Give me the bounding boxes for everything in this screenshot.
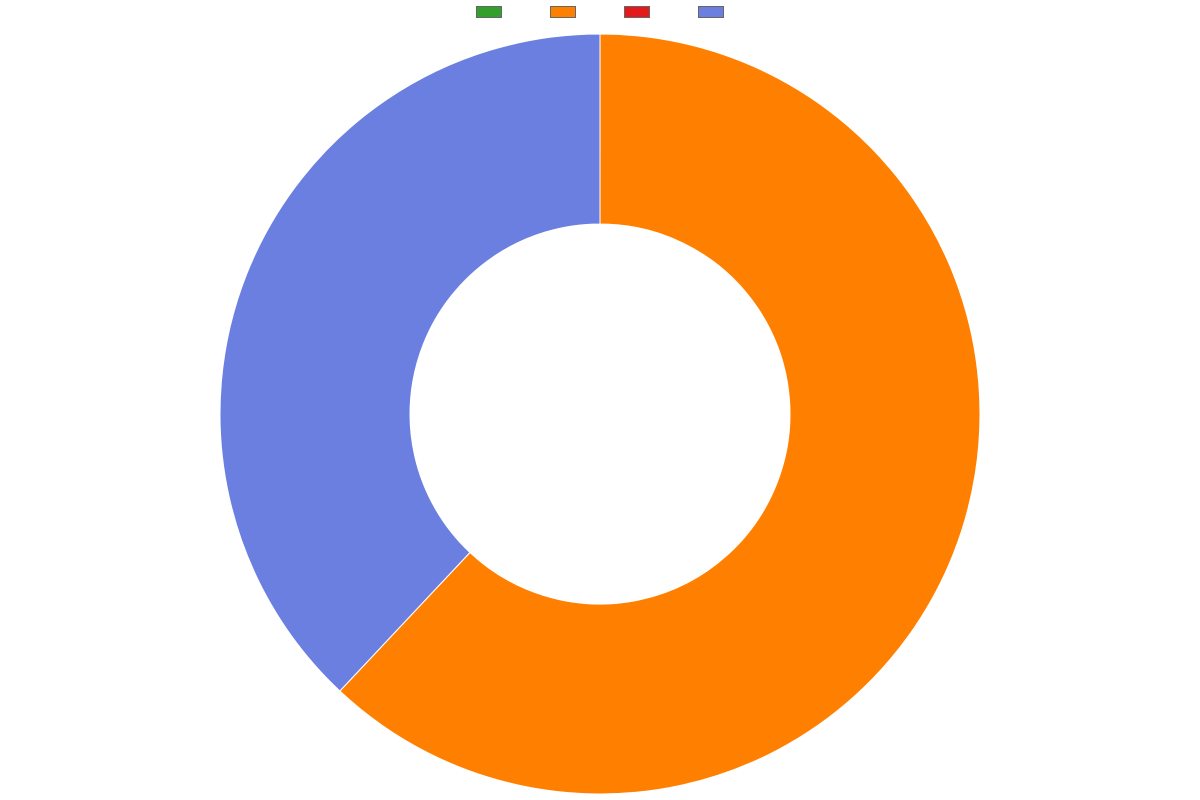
donut-chart (0, 28, 1200, 800)
donut-slice (220, 34, 600, 691)
legend-item (624, 6, 650, 18)
chart-legend (0, 6, 1200, 18)
legend-swatch (624, 6, 650, 18)
donut-svg (0, 28, 1200, 800)
legend-swatch (476, 6, 502, 18)
legend-item (698, 6, 724, 18)
legend-swatch (550, 6, 576, 18)
legend-swatch (698, 6, 724, 18)
legend-item (550, 6, 576, 18)
legend-item (476, 6, 502, 18)
chart-container (0, 0, 1200, 800)
